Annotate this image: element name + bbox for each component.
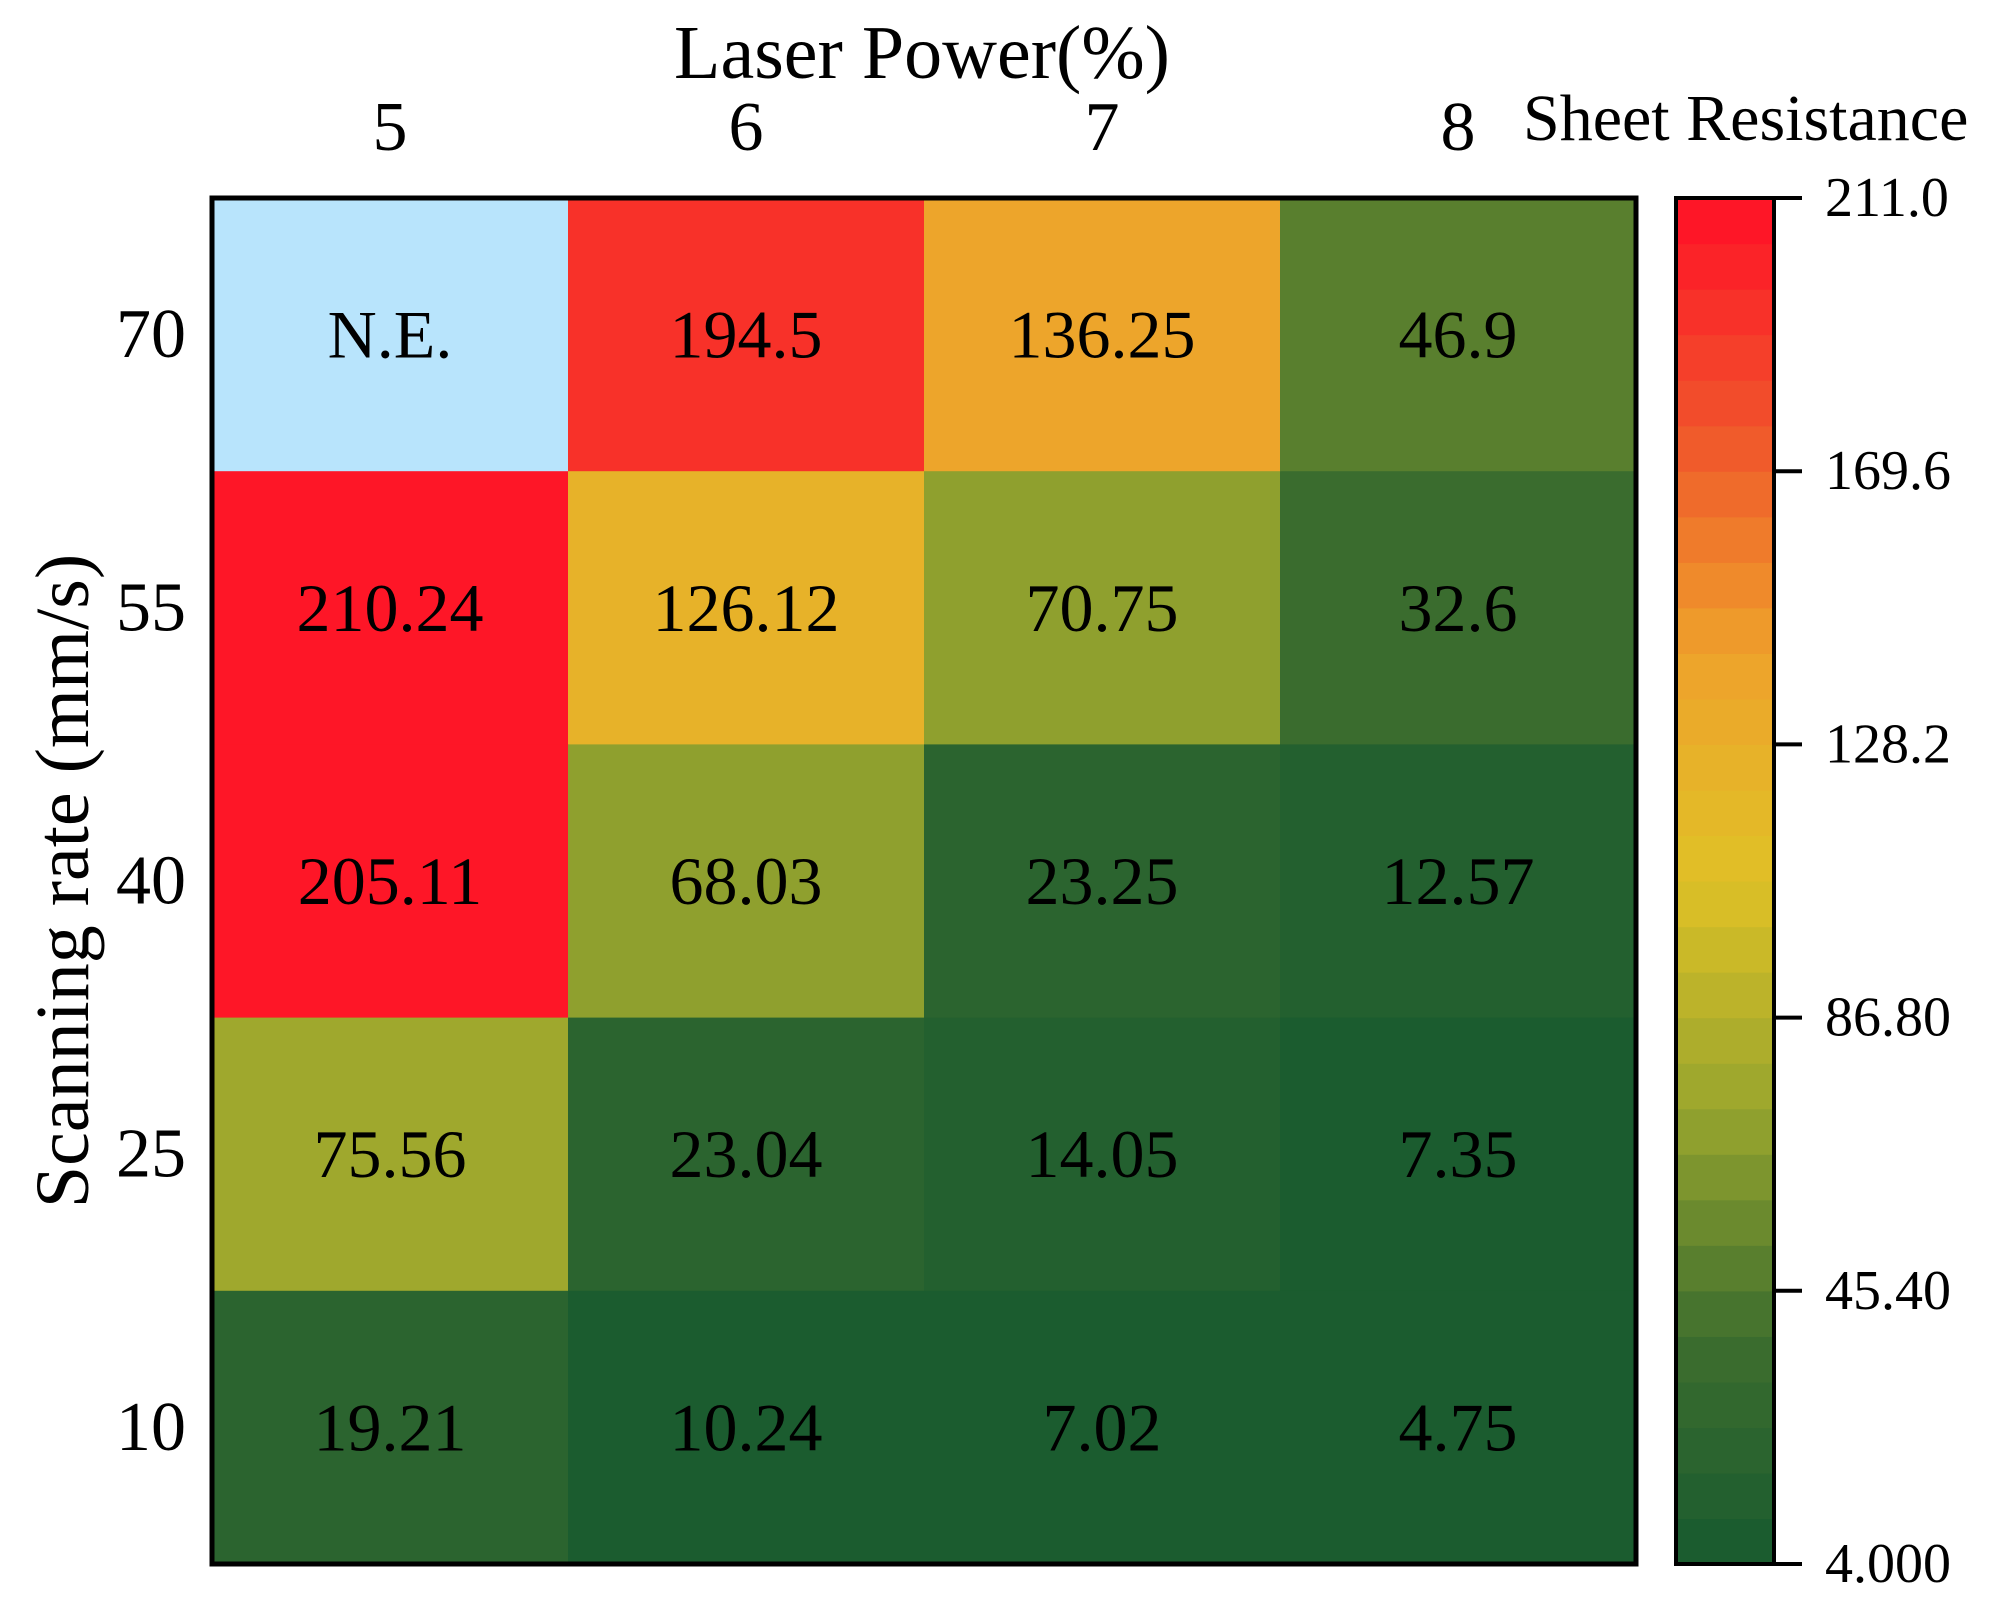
colorbar-segment — [1676, 1199, 1774, 1246]
cell-value-label: 14.05 — [1026, 1116, 1179, 1192]
cell-value-label: 12.57 — [1382, 843, 1535, 919]
x-tick-label: 5 — [373, 89, 408, 166]
heatmap-cell — [568, 1017, 925, 1292]
colorbar-segment — [1676, 698, 1774, 745]
heatmap-cell — [924, 1290, 1281, 1565]
cell-value-label: 23.04 — [670, 1116, 823, 1192]
heatmap-cell — [924, 744, 1281, 1019]
cell-value-label: 23.25 — [1026, 843, 1179, 919]
x-tick-label: 6 — [729, 89, 764, 166]
cell-value-label: 210.24 — [297, 570, 484, 646]
colorbar-segment — [1676, 972, 1774, 1019]
colorbar-segment — [1676, 562, 1774, 609]
cell-value-label: 205.11 — [298, 843, 482, 919]
cell-value-label: 10.24 — [670, 1389, 823, 1465]
colorbar-segment — [1676, 471, 1774, 518]
cell-value-label: 75.56 — [314, 1116, 467, 1192]
colorbar-segment — [1676, 1017, 1774, 1064]
colorbar-segment — [1676, 744, 1774, 791]
colorbar-segment — [1676, 425, 1774, 472]
y-tick-label: 55 — [116, 569, 186, 646]
colorbar-segment — [1676, 926, 1774, 973]
colorbar-tick-label: 128.2 — [1825, 713, 1951, 775]
heatmap-cell — [212, 198, 569, 472]
heatmap-cell — [568, 471, 925, 745]
colorbar-tick-label: 45.40 — [1825, 1260, 1951, 1322]
colorbar-segment — [1676, 653, 1774, 700]
y-tick-label: 10 — [116, 1389, 186, 1466]
colorbar-tick-label: 211.0 — [1825, 167, 1949, 229]
colorbar-segment — [1676, 1154, 1774, 1201]
heatmap-cell — [1280, 1290, 1637, 1565]
plot-frame — [209, 195, 1639, 1567]
colorbar-segment — [1676, 380, 1774, 427]
colorbar — [1676, 198, 1774, 1565]
heatmap-cell — [924, 471, 1281, 745]
y-axis-title: Scanning rate (mm/s) — [21, 554, 105, 1208]
cell-value-label: 68.03 — [670, 843, 823, 919]
y-tick-labels: 70 55 40 25 10 — [116, 296, 186, 1466]
colorbar-segment — [1676, 198, 1774, 245]
x-axis-title: Laser Power(%) — [674, 11, 1170, 95]
colorbar-tick-label: 86.80 — [1825, 987, 1951, 1049]
cell-value-label: 7.02 — [1043, 1389, 1162, 1465]
colorbar-segment — [1676, 1063, 1774, 1110]
colorbar-segment — [1676, 789, 1774, 837]
colorbar-segment — [1676, 1472, 1774, 1520]
cell-value-label: 70.75 — [1026, 570, 1179, 646]
colorbar-ticks: 211.0 169.6 128.2 86.80 45.40 4.000 — [1774, 167, 1951, 1595]
y-tick-label: 25 — [116, 1116, 186, 1193]
cell-value-label: 46.9 — [1399, 297, 1518, 373]
heatmap-cell — [212, 1290, 569, 1565]
heatmap-cell — [568, 198, 925, 472]
y-tick-label: 40 — [116, 843, 186, 920]
colorbar-segment — [1676, 1245, 1774, 1292]
cell-value-label: N.E. — [328, 297, 453, 373]
cell-value-label: 4.75 — [1399, 1389, 1518, 1465]
x-tick-labels: 5 6 7 8 — [373, 89, 1476, 166]
cell-value-label: 19.21 — [314, 1389, 467, 1465]
heatmap-cell — [924, 198, 1281, 472]
cell-value-label: 7.35 — [1399, 1116, 1518, 1192]
colorbar-segment — [1676, 881, 1774, 928]
colorbar-segment — [1676, 1381, 1774, 1428]
heatmap-cell — [212, 1017, 569, 1292]
cell-value-label: 32.6 — [1399, 570, 1518, 646]
heatmap-cell — [1280, 744, 1637, 1019]
heatmap-cell — [1280, 1017, 1637, 1292]
cell-value-label: 126.12 — [653, 570, 840, 646]
colorbar-segment — [1676, 1108, 1774, 1155]
colorbar-label: Sheet Resistance — [1523, 82, 1968, 155]
heatmap-cells — [212, 198, 1637, 1565]
colorbar-segment — [1676, 1336, 1774, 1383]
colorbar-segment — [1676, 1290, 1774, 1337]
heatmap-cell — [568, 1290, 925, 1565]
cell-value-label: 194.5 — [670, 297, 823, 373]
heatmap-cell — [1280, 471, 1637, 745]
colorbar-segment — [1676, 1518, 1774, 1565]
colorbar-segment — [1676, 289, 1774, 336]
heatmap-cell — [212, 744, 569, 1019]
heatmap-cell — [568, 744, 925, 1019]
cell-value-label: 136.25 — [1009, 297, 1196, 373]
x-tick-label: 7 — [1085, 89, 1120, 166]
heatmap-cell — [212, 471, 569, 745]
heatmap-cell — [924, 1017, 1281, 1292]
colorbar-segment — [1676, 607, 1774, 654]
colorbar-segment — [1676, 334, 1774, 381]
colorbar-tick-label: 169.6 — [1825, 440, 1951, 502]
x-tick-label: 8 — [1441, 89, 1476, 166]
colorbar-frame — [1674, 196, 1776, 1566]
y-tick-label: 70 — [116, 296, 186, 373]
heatmap-cell-labels: N.E. 194.5 136.25 46.9 210.24 126.12 70.75 32.6… — [297, 297, 1535, 1466]
colorbar-segment — [1676, 1427, 1774, 1474]
colorbar-segment — [1676, 835, 1774, 882]
colorbar-segment — [1676, 516, 1774, 563]
colorbar-tick-label: 4.000 — [1825, 1533, 1951, 1595]
colorbar-segment — [1676, 243, 1774, 290]
heatmap-cell — [1280, 198, 1637, 472]
